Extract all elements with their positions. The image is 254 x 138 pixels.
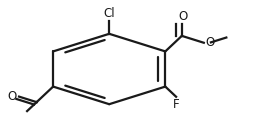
- Text: O: O: [7, 90, 17, 103]
- Text: O: O: [179, 10, 188, 23]
- Text: Cl: Cl: [103, 7, 115, 20]
- Text: O: O: [206, 36, 215, 49]
- Text: F: F: [173, 98, 179, 111]
